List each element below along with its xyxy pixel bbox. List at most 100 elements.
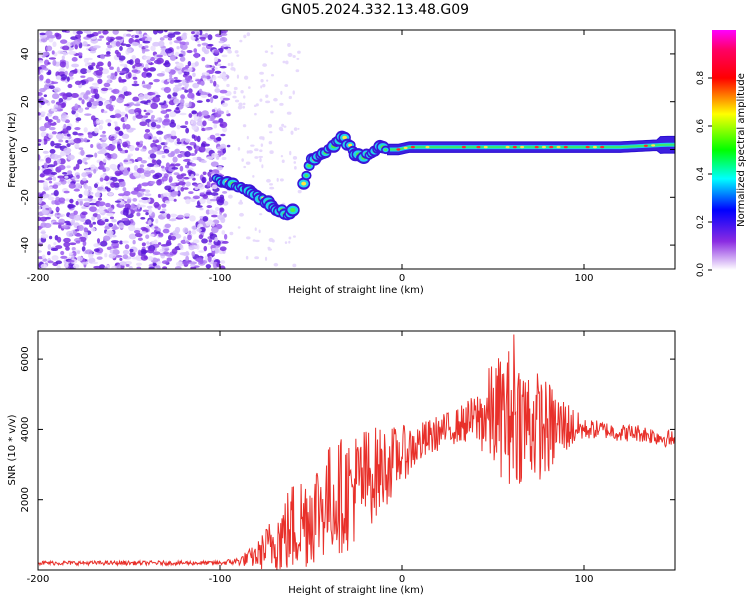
noise-speckle xyxy=(200,160,207,164)
noise-speckle xyxy=(108,222,114,228)
noise-speckle xyxy=(214,70,222,74)
noise-speckle xyxy=(264,256,268,261)
noise-speckle xyxy=(97,197,103,201)
signal-peak xyxy=(643,144,648,147)
noise-speckle xyxy=(164,48,173,54)
noise-speckle xyxy=(109,216,115,220)
noise-speckle xyxy=(239,199,243,203)
noise-speckle xyxy=(74,80,82,85)
noise-speckle xyxy=(50,247,59,252)
noise-speckle xyxy=(211,152,218,158)
noise-speckle xyxy=(169,54,177,61)
noise-speckle xyxy=(66,165,71,169)
noise-speckle xyxy=(237,147,241,151)
noise-speckle xyxy=(197,43,201,47)
noise-speckle xyxy=(114,71,118,77)
noise-speckle xyxy=(161,208,167,212)
noise-speckle xyxy=(152,136,157,141)
noise-speckle xyxy=(219,65,227,69)
noise-speckle xyxy=(205,64,211,69)
noise-speckle xyxy=(262,83,266,88)
noise-speckle xyxy=(55,214,63,218)
noise-speckle xyxy=(103,266,108,269)
noise-speckle xyxy=(75,233,83,237)
noise-speckle xyxy=(183,176,190,180)
noise-speckle xyxy=(78,224,84,231)
noise-speckle xyxy=(219,260,226,264)
noise-speckle xyxy=(38,226,42,231)
noise-speckle xyxy=(200,75,208,80)
noise-speckle xyxy=(178,244,184,249)
noise-speckle xyxy=(184,151,191,158)
noise-speckle xyxy=(192,177,196,181)
signal-peak xyxy=(534,145,539,149)
noise-speckle xyxy=(52,41,57,48)
noise-speckle xyxy=(105,118,112,123)
noise-speckle xyxy=(47,251,51,256)
noise-speckle xyxy=(84,184,89,190)
noise-speckle xyxy=(53,104,59,108)
figure-title: GN05.2024.332.13.48.G09 xyxy=(281,2,469,18)
noise-speckle xyxy=(242,105,246,109)
noise-speckle xyxy=(128,108,136,115)
noise-speckle xyxy=(85,91,91,95)
noise-speckle xyxy=(86,33,95,38)
noise-speckle xyxy=(110,182,116,188)
noise-speckle xyxy=(186,182,190,187)
noise-speckle xyxy=(56,158,61,165)
y-tick-label: 40 xyxy=(20,48,31,61)
noise-speckle xyxy=(45,78,51,84)
colorbar-label: Normalized spectral amplitude xyxy=(736,73,747,227)
y-tick-label: -40 xyxy=(20,237,31,253)
signal-blob-core xyxy=(342,135,348,140)
noise-speckle xyxy=(286,111,292,115)
noise-speckle xyxy=(146,109,154,114)
noise-speckle xyxy=(139,140,144,144)
noise-speckle xyxy=(144,128,151,133)
noise-speckle xyxy=(159,37,165,41)
noise-speckle xyxy=(173,40,182,44)
noise-speckle xyxy=(105,202,111,208)
noise-speckle xyxy=(98,206,107,210)
noise-speckle xyxy=(240,89,244,94)
noise-speckle xyxy=(129,102,135,106)
noise-speckle xyxy=(246,135,249,140)
noise-speckle xyxy=(164,185,172,191)
noise-speckle xyxy=(44,222,52,229)
heatmap-panel: -200 -100 0 100 40 20 0 -20 -40 Height of strai… xyxy=(7,29,676,296)
noise-speckle xyxy=(281,159,285,163)
noise-speckle xyxy=(83,30,89,34)
noise-speckle xyxy=(153,201,160,208)
noise-speckle xyxy=(78,193,83,199)
noise-speckle xyxy=(58,139,64,143)
noise-speckle xyxy=(70,42,76,46)
noise-speckle xyxy=(279,178,284,182)
noise-speckle xyxy=(186,49,193,54)
noise-speckle xyxy=(246,236,251,240)
noise-speckle xyxy=(136,167,145,174)
noise-speckle xyxy=(222,190,228,194)
noise-speckle xyxy=(101,188,107,192)
noise-speckle xyxy=(161,203,167,208)
noise-speckle xyxy=(38,198,42,205)
noise-speckle xyxy=(204,32,209,38)
noise-speckle xyxy=(48,235,53,240)
noise-speckle xyxy=(221,30,229,34)
noise-speckle xyxy=(116,264,121,269)
noise-speckle xyxy=(41,139,45,146)
noise-speckle xyxy=(189,141,196,146)
noise-speckle xyxy=(188,101,192,108)
noise-speckle xyxy=(209,114,215,121)
noise-speckle xyxy=(192,82,200,89)
noise-speckle xyxy=(103,82,111,88)
noise-speckle xyxy=(220,133,226,137)
noise-speckle xyxy=(94,93,100,100)
noise-speckle xyxy=(180,98,185,105)
noise-speckle xyxy=(90,144,94,148)
noise-speckle xyxy=(78,52,83,57)
noise-speckle xyxy=(268,140,273,145)
noise-speckle xyxy=(63,190,70,194)
heatmap-y-label: Frequency (Hz) xyxy=(7,112,18,188)
noise-speckle xyxy=(189,159,194,163)
